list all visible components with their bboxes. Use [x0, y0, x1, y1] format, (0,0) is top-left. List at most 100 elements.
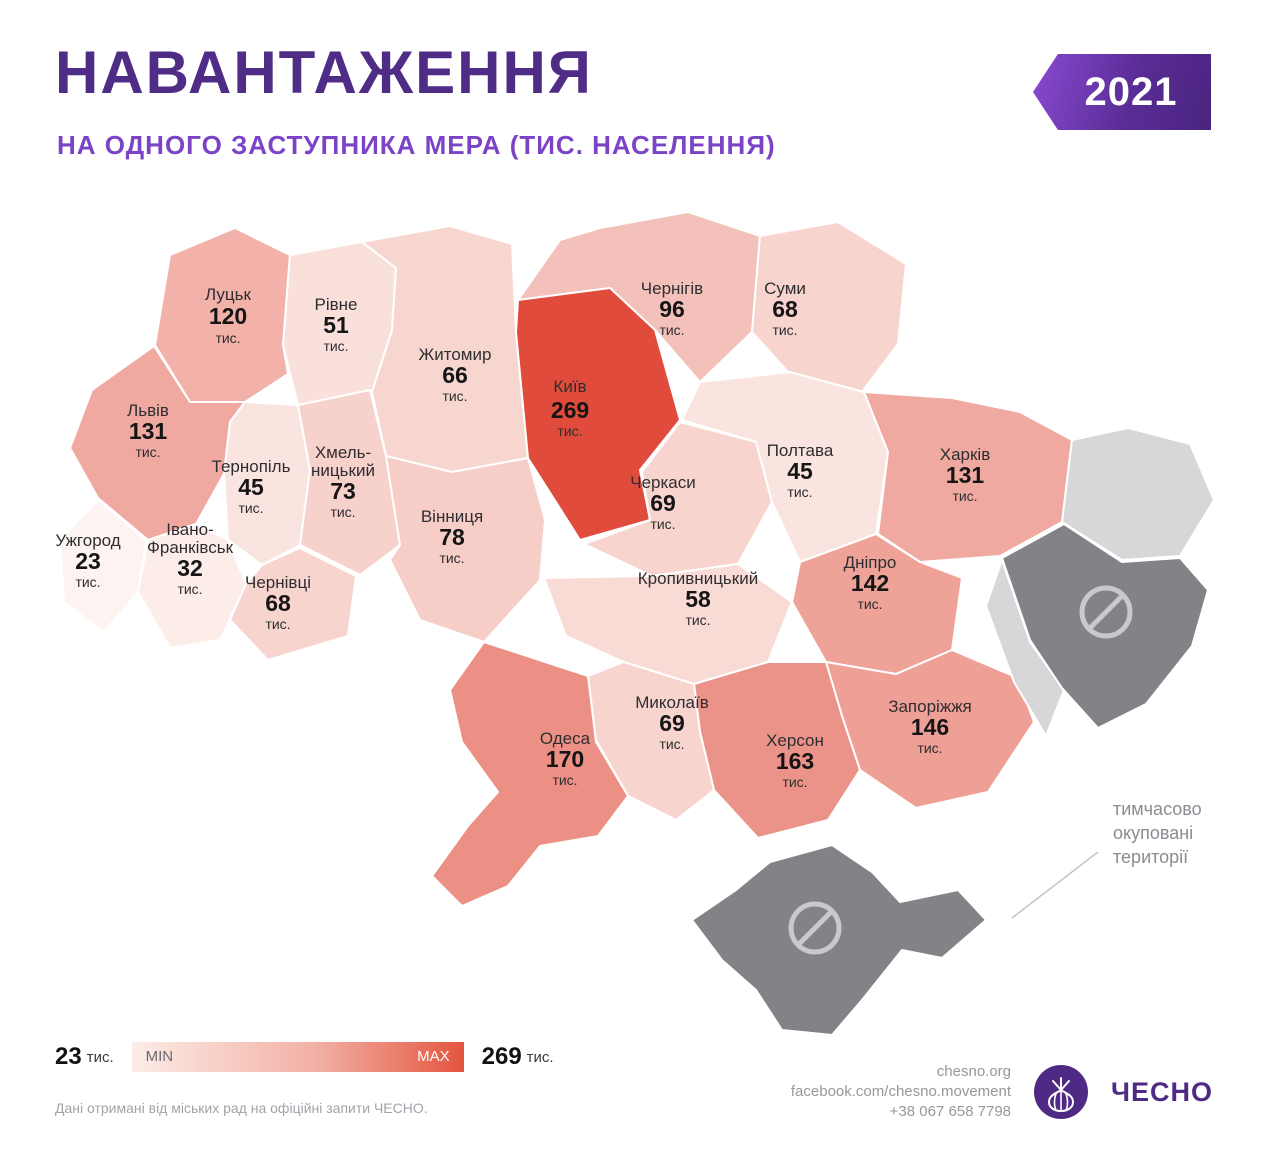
- svg-text:тис.: тис.: [442, 388, 467, 404]
- svg-text:тис.: тис.: [952, 488, 977, 504]
- svg-text:Тернопіль: Тернопіль: [212, 457, 291, 476]
- svg-text:131: 131: [129, 418, 168, 444]
- svg-text:Рівне: Рівне: [315, 295, 358, 314]
- contact-info: chesno.org facebook.com/chesno.movement …: [791, 1062, 1011, 1122]
- svg-text:32: 32: [177, 555, 203, 581]
- svg-text:45: 45: [787, 458, 813, 484]
- svg-text:Полтава: Полтава: [767, 441, 834, 460]
- region-shape-chernivtsi: [229, 547, 357, 661]
- chesno-garlic-logo-icon: [1034, 1065, 1089, 1119]
- region-shape-sumy: [751, 221, 907, 393]
- occupied-territories-label: тимчасово окуповані території: [1113, 799, 1202, 867]
- svg-text:Запоріжжя: Запоріжжя: [888, 697, 972, 716]
- svg-text:тис.: тис.: [75, 574, 100, 590]
- occupied-region-east: [1001, 523, 1209, 729]
- svg-text:78: 78: [439, 524, 465, 550]
- region-label-poltava: Полтава 45 тис.: [767, 441, 834, 500]
- svg-text:тис.: тис.: [177, 581, 202, 597]
- svg-text:тис.: тис.: [772, 322, 797, 338]
- region-shape-kyiv: [515, 287, 681, 541]
- occupied-callout-line: [1011, 851, 1099, 919]
- occupied-region-crimea: [691, 844, 987, 1036]
- svg-text:ницький: ницький: [311, 461, 375, 480]
- svg-text:Дніпро: Дніпро: [844, 553, 897, 572]
- svg-text:69: 69: [659, 710, 685, 736]
- region-label-vinnytsia: Вінниця 78 тис.: [421, 507, 483, 566]
- svg-text:131: 131: [946, 462, 985, 488]
- facebook-link[interactable]: facebook.com/chesno.movement: [790, 1083, 1012, 1100]
- legend-min-label: MIN: [145, 1048, 174, 1065]
- svg-text:тис.: тис.: [917, 740, 942, 756]
- region-label-zhytomyr: Житомир 66 тис.: [419, 345, 492, 404]
- svg-text:269: 269: [551, 397, 589, 423]
- year-badge: 2021: [1033, 54, 1211, 130]
- region-label-kherson: Херсон 163 тис.: [766, 731, 824, 790]
- region-label-kharkiv: Харків 131 тис.: [940, 445, 991, 504]
- svg-text:Івано-: Івано-: [166, 520, 214, 539]
- region-label-odesa: Одеса 170 тис.: [540, 729, 591, 788]
- svg-text:Чернігів: Чернігів: [641, 279, 703, 298]
- svg-text:Хмель-: Хмель-: [315, 443, 371, 462]
- svg-text:69: 69: [650, 490, 676, 516]
- svg-text:Чернівці: Чернівці: [245, 573, 311, 592]
- region-label-lviv: Львів 131 тис.: [127, 401, 169, 460]
- legend-min-unit: тис.: [86, 1048, 114, 1066]
- svg-text:тис.: тис.: [238, 500, 263, 516]
- region-label-chernivtsi: Чернівці 68 тис.: [245, 573, 311, 632]
- svg-text:Франківськ: Франківськ: [147, 538, 234, 557]
- region-label-mykolaiv: Миколаїв 69 тис.: [635, 693, 709, 752]
- region-label-rivne: Рівне 51 тис.: [315, 295, 358, 354]
- svg-text:тис.: тис.: [135, 444, 160, 460]
- legend-min-value: 23: [55, 1043, 82, 1070]
- region-label-kyiv: Київ 269 тис.: [551, 377, 589, 439]
- svg-text:Херсон: Херсон: [766, 731, 824, 750]
- year-badge-label: 2021: [1084, 69, 1178, 114]
- legend-max-unit: тис.: [526, 1048, 554, 1066]
- region-shape-kharkiv: [863, 391, 1073, 563]
- occupied-region-strip: [985, 559, 1065, 737]
- svg-text:тис.: тис.: [330, 504, 355, 520]
- svg-text:Черкаси: Черкаси: [630, 473, 696, 492]
- svg-text:Миколаїв: Миколаїв: [635, 693, 709, 712]
- svg-text:тис.: тис.: [787, 484, 812, 500]
- region-label-cherkasy: Черкаси 69 тис.: [630, 473, 696, 532]
- data-source-note: Дані отримані від міських рад на офіційн…: [55, 1100, 428, 1116]
- svg-text:68: 68: [772, 296, 798, 322]
- svg-text:тис.: тис.: [659, 736, 684, 752]
- svg-text:тис.: тис.: [782, 774, 807, 790]
- svg-text:120: 120: [209, 303, 247, 329]
- region-shape-ternopil: [223, 401, 311, 566]
- svg-text:Одеса: Одеса: [540, 729, 591, 748]
- svg-text:163: 163: [776, 748, 814, 774]
- legend-max-value: 269: [481, 1043, 522, 1070]
- region-label-khmelnytskyi: Хмель- ницький 73 тис.: [311, 443, 375, 520]
- svg-text:Кропивницький: Кропивницький: [638, 569, 758, 588]
- svg-text:тис.: тис.: [557, 423, 582, 439]
- website-link[interactable]: chesno.org: [936, 1063, 1012, 1080]
- svg-text:тис.: тис.: [650, 516, 675, 532]
- svg-text:146: 146: [911, 714, 949, 740]
- region-label-kropyvnytskyi: Кропивницький 58 тис.: [638, 569, 758, 628]
- page-title: НАВАНТАЖЕННЯ: [55, 39, 593, 106]
- region-label-ivano-frankivsk: Івано- Франківськ 32 тис.: [147, 520, 234, 597]
- svg-text:58: 58: [685, 586, 711, 612]
- svg-text:73: 73: [330, 478, 356, 504]
- region-label-dnipro: Дніпро 142 тис.: [844, 553, 897, 612]
- region-label-ternopil: Тернопіль 45 тис.: [212, 457, 291, 516]
- svg-text:Львів: Львів: [127, 401, 169, 420]
- svg-text:170: 170: [546, 746, 584, 772]
- legend-max-label: MAX: [417, 1048, 450, 1065]
- svg-text:тис.: тис.: [685, 612, 710, 628]
- svg-text:Луцьк: Луцьк: [205, 285, 251, 304]
- brand-wordmark: ЧЕСНО: [1111, 1076, 1213, 1107]
- svg-text:23: 23: [75, 548, 101, 574]
- region-label-zaporizhzhia: Запоріжжя 146 тис.: [888, 697, 972, 756]
- svg-text:тис.: тис.: [552, 772, 577, 788]
- svg-text:96: 96: [659, 296, 685, 322]
- region-shape-khmelnytskyi: [297, 389, 401, 576]
- brand-block: chesno.org facebook.com/chesno.movement …: [791, 1062, 1213, 1122]
- svg-text:Київ: Київ: [553, 377, 586, 396]
- region-label-uzhhorod: Ужгород 23 тис.: [55, 531, 120, 590]
